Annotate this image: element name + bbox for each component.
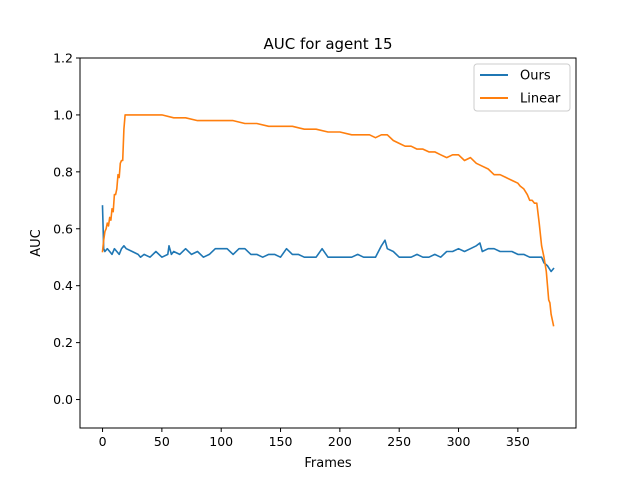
y-tick-label: 0.8 [53,164,73,179]
chart-title: AUC for agent 15 [263,35,392,53]
plot-area [80,58,576,428]
y-tick-label: 0.0 [53,392,73,407]
legend-label-linear: Linear [520,92,561,107]
x-tick-label: 300 [447,434,471,449]
x-tick-label: 0 [99,434,107,449]
series-line-ours [101,205,555,273]
x-axis: 0 50 100 150 200 250 300 350 [99,428,530,449]
y-axis: 0.0 0.2 0.4 0.6 0.8 1.0 1.2 [53,51,80,407]
plot-frame [79,57,577,429]
x-tick-label: 150 [269,434,293,449]
series-line-linear [101,114,555,327]
x-tick-label: 250 [387,434,411,449]
y-tick-label: 0.4 [53,278,73,293]
x-tick-label: 50 [154,434,170,449]
y-tick-label: 0.6 [53,221,73,236]
legend-label-ours: Ours [520,69,551,84]
x-tick-label: 350 [506,434,530,449]
x-tick-label: 100 [209,434,233,449]
x-axis-label: Frames [304,456,352,471]
x-tick-label: 200 [328,434,352,449]
y-tick-label: 0.2 [53,335,73,350]
y-axis-label: AUC [29,229,44,257]
series-layer [101,114,555,327]
y-tick-label: 1.0 [53,107,73,122]
legend: Ours Linear [473,63,571,112]
y-tick-label: 1.2 [53,51,73,66]
